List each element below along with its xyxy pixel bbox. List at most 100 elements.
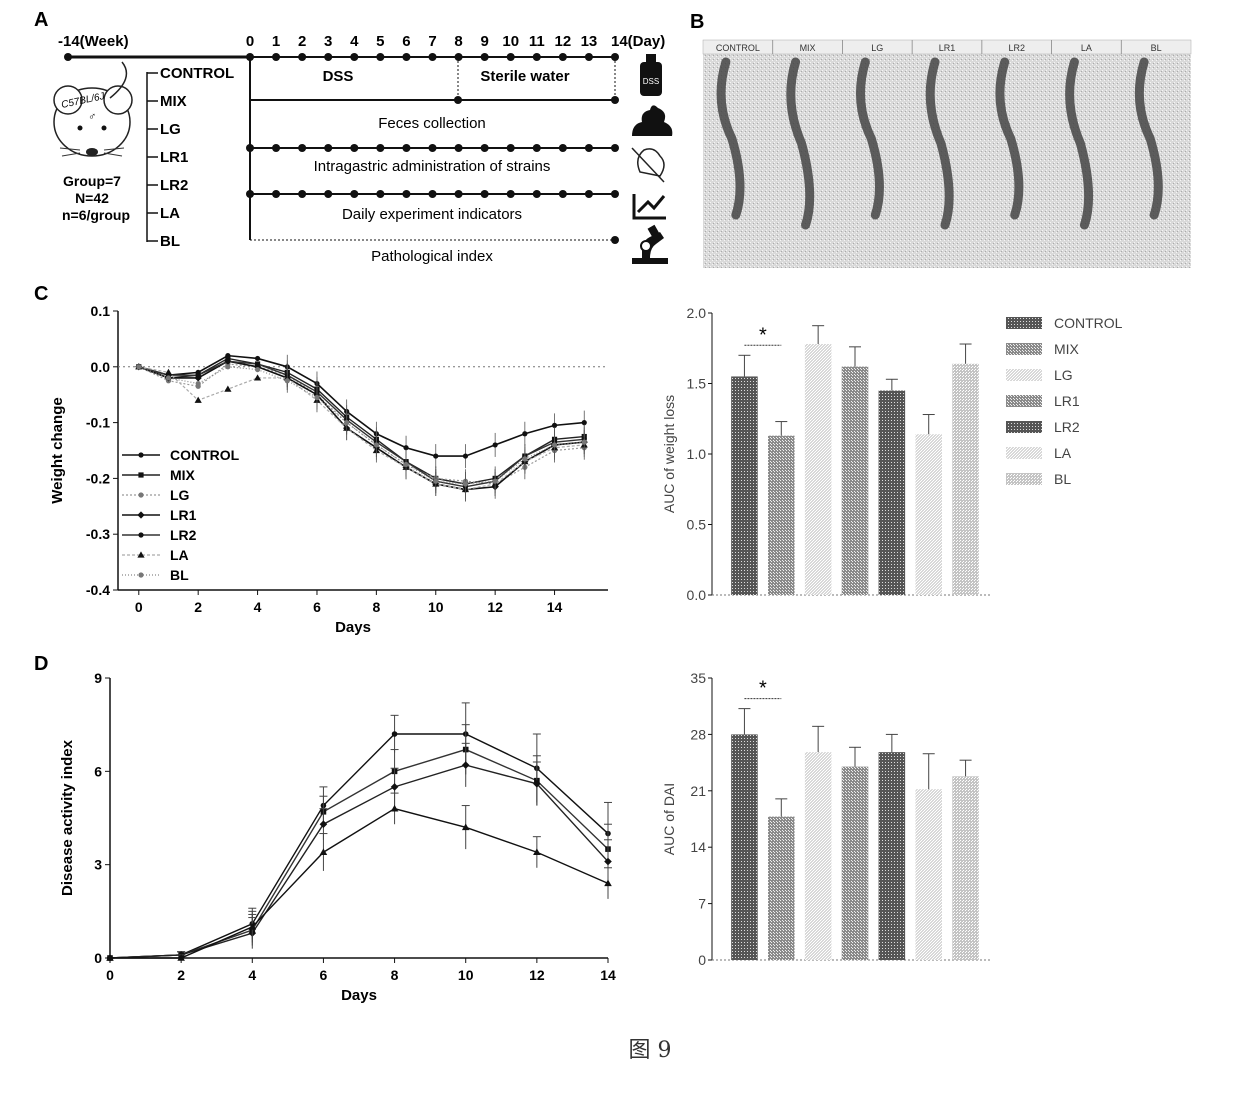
- weight-change-chart: 0.10.0-0.1-0.2-0.3-0.402468101214DaysWei…: [49, 303, 608, 636]
- day-dot: [402, 53, 410, 61]
- data-point: [196, 381, 201, 386]
- day-dot: [272, 53, 280, 61]
- day-dot: [298, 53, 306, 61]
- y-tick-label: 0.1: [91, 303, 111, 319]
- data-point: [403, 462, 408, 467]
- c-y-tick-label: 2.0: [687, 305, 707, 321]
- x-tick-label: 12: [487, 599, 503, 615]
- legend-label-control: CONTROL: [1054, 315, 1123, 331]
- data-point: [552, 442, 557, 447]
- day-tick-label: 8: [454, 33, 462, 50]
- legend-label-lr1: LR1: [1054, 393, 1080, 409]
- timeline-start-dot: [64, 53, 72, 61]
- mouse-sex-label: ♂: [88, 111, 96, 123]
- y-axis-label: Disease activity index: [59, 739, 76, 896]
- gavage-dot: [611, 144, 619, 152]
- indicator-dot: [481, 190, 489, 198]
- c-bar-mix: [768, 436, 795, 595]
- data-point: [320, 848, 328, 855]
- gavage-dot: [376, 144, 384, 152]
- panel-c-letter: C: [34, 283, 48, 305]
- day-tick-label: 1: [272, 33, 280, 50]
- data-point: [136, 364, 141, 369]
- data-point: [196, 373, 201, 378]
- day-dot: [324, 53, 332, 61]
- gavage-dot: [350, 144, 358, 152]
- day-tick-label: 10: [502, 33, 519, 50]
- x-tick-label: 6: [313, 599, 321, 615]
- legend-swatch-control: [1006, 317, 1042, 329]
- panel-b-letter: B: [690, 11, 704, 33]
- data-point: [314, 395, 319, 400]
- c-bar-lr2: [879, 391, 906, 595]
- legend-label-mix: MIX: [1054, 341, 1080, 357]
- group-list: CONTROLMIXLGLR1LR2LABL: [147, 65, 234, 250]
- data-point: [582, 420, 587, 425]
- data-point: [522, 431, 527, 436]
- sterile-water-label: Sterile water: [480, 68, 569, 85]
- x-tick-label: 8: [372, 599, 380, 615]
- d-bar-control: [731, 734, 758, 960]
- indicator-dot: [429, 190, 437, 198]
- c-bar-la: [915, 434, 942, 595]
- d-y-tick-label: 0: [698, 952, 706, 968]
- legend-label-lr1: LR1: [170, 507, 197, 523]
- day-dot: [585, 53, 593, 61]
- y-tick-label: -0.2: [86, 470, 110, 486]
- indicator-dot: [559, 190, 567, 198]
- group-label-mix: MIX: [160, 93, 187, 110]
- indicator-dot: [298, 190, 306, 198]
- legend-swatch-lr2: [1006, 421, 1042, 433]
- x-tick-label: 14: [547, 599, 563, 615]
- d-bar-mix: [768, 817, 795, 960]
- indicator-dot: [402, 190, 410, 198]
- indicator-label: Daily experiment indicators: [342, 206, 522, 223]
- day-tick-label: 2: [298, 33, 306, 50]
- day-tick-label: 9: [480, 33, 488, 50]
- c-y-tick-label: 1.5: [687, 376, 707, 392]
- panel-a-letter: A: [34, 9, 48, 31]
- legend-label-mix: MIX: [170, 467, 196, 483]
- day-dots: [246, 53, 619, 61]
- dai-series-line-1: [110, 734, 608, 958]
- data-point: [255, 356, 260, 361]
- data-point: [320, 820, 328, 828]
- legend-swatch-lr1: [1006, 395, 1042, 407]
- feces-icon: [632, 105, 672, 136]
- indicator-dot: [324, 190, 332, 198]
- day-tick-label: 12: [555, 33, 572, 50]
- series-line-lg: [139, 364, 584, 484]
- gavage-dot: [455, 144, 463, 152]
- x-axis-label: Days: [335, 619, 371, 636]
- legend-swatch-mix: [1006, 343, 1042, 355]
- c-y-tick-label: 0.5: [687, 517, 707, 533]
- figure-caption: 图 9: [610, 1032, 690, 1064]
- data-point: [344, 420, 349, 425]
- indicator-dot: [611, 190, 619, 198]
- per-group-n: n=6/group: [62, 207, 130, 223]
- y-tick-label: -0.3: [86, 526, 110, 542]
- x-tick-label: 0: [106, 967, 114, 983]
- day-tick-label: 14(Day): [611, 33, 665, 50]
- d-bar-la: [915, 789, 942, 960]
- legend-label-bl: BL: [170, 567, 189, 583]
- x-tick-label: 14: [600, 967, 616, 983]
- legend-label-lg: LG: [1054, 367, 1073, 383]
- panel-c: C 0.10.0-0.1-0.2-0.3-0.402468101214DaysW…: [34, 283, 1123, 636]
- group-count: Group=7: [63, 173, 121, 189]
- data-point: [138, 452, 143, 457]
- legend-label-la: LA: [170, 547, 189, 563]
- panel-d: D 963002468101214DaysDisease activity in…: [34, 653, 990, 1004]
- data-point: [374, 442, 379, 447]
- gavage-label: Intragastric administration of strains: [314, 158, 551, 175]
- lane-label-la: LA: [1081, 43, 1092, 53]
- lane-label-lr1: LR1: [939, 43, 956, 53]
- data-point: [433, 453, 438, 458]
- data-point: [463, 453, 468, 458]
- y-tick-label: 6: [94, 763, 102, 779]
- y-tick-label: 9: [94, 670, 102, 686]
- data-point: [166, 375, 171, 380]
- c-y-axis-label: AUC of weight loss: [661, 395, 677, 513]
- legend-label-bl: BL: [1054, 471, 1071, 487]
